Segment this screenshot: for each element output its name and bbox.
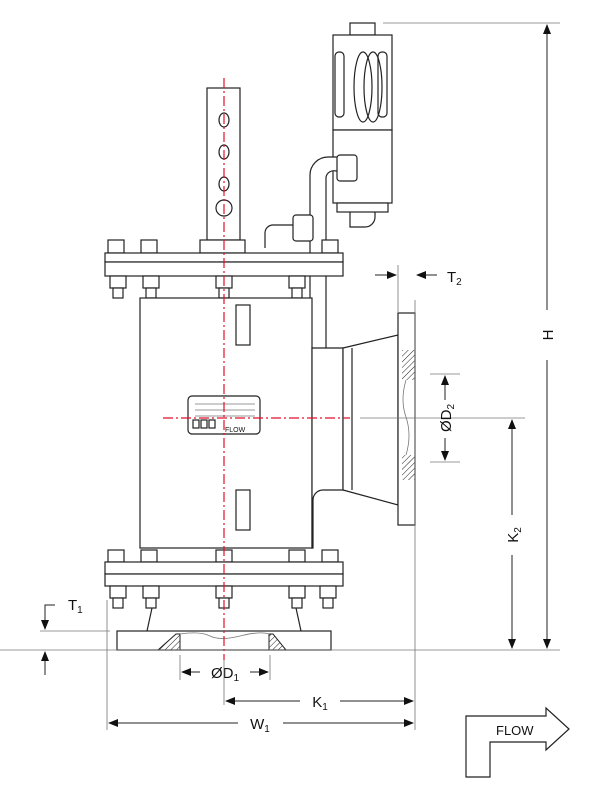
dimension-h: H <box>540 24 557 649</box>
nameplate-flow-text: FLOW <box>225 427 246 434</box>
bracket <box>199 87 246 254</box>
dimension-d2: ØD2 <box>438 375 457 461</box>
top-flange <box>104 239 344 299</box>
flow-arrow-label: FLOW <box>496 723 534 738</box>
dimension-t2-label: T2 <box>447 269 462 288</box>
bottom-flange <box>104 549 344 651</box>
dimension-d2-label: ØD2 <box>438 404 457 433</box>
dimension-d1-label: ØD1 <box>211 665 240 684</box>
dimension-h-label: H <box>540 330 557 341</box>
actuator <box>332 22 393 228</box>
dimension-w1-label: W1 <box>250 716 270 735</box>
valve-body <box>139 297 416 549</box>
flow-arrow: FLOW <box>465 706 570 778</box>
dimension-t1-label: T1 <box>68 597 83 616</box>
dimension-d1: ØD1 <box>181 665 269 684</box>
dimension-k1: K1 <box>223 660 414 713</box>
dimension-t1: T1 <box>41 597 83 675</box>
dimension-k1-label: K1 <box>312 694 328 713</box>
dimension-t2: T2 <box>375 269 462 288</box>
dimension-k2-label: K2 <box>505 527 524 543</box>
dimension-w1: W1 <box>108 716 414 735</box>
extension-lines <box>0 22 560 730</box>
dimension-k2: K2 <box>505 419 524 649</box>
